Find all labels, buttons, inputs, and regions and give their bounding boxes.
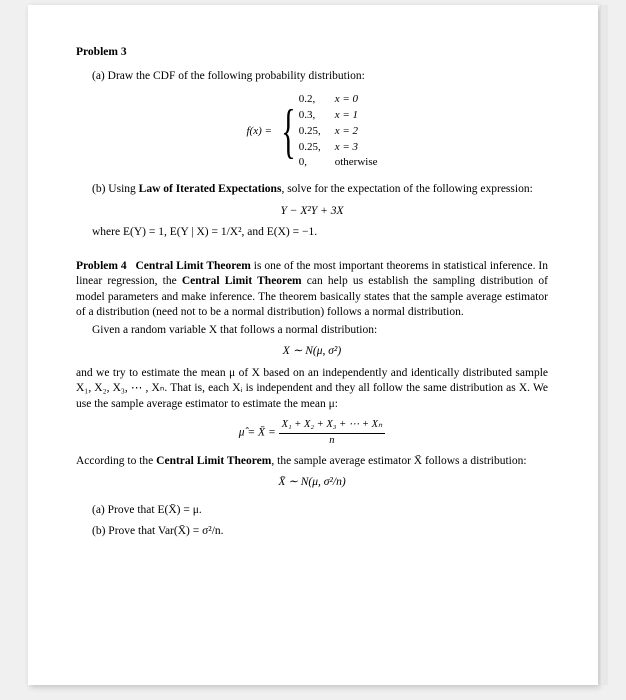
- problem4-part-a: (a) Prove that E(X̄) = μ.: [92, 503, 548, 519]
- eq1: X ∼ N(μ, σ²): [283, 345, 341, 357]
- function-lhs: f(x) =: [246, 124, 271, 139]
- part-b-text: Prove that Var(X̄) = σ²/n.: [108, 525, 223, 537]
- denominator: n: [279, 434, 386, 448]
- part-label: (a): [92, 504, 105, 516]
- spacer: [76, 247, 548, 259]
- problem4-title: Problem 4: [76, 260, 127, 272]
- part-a-text: Prove that E(X̄) = μ.: [108, 504, 202, 516]
- part-label: (b): [92, 183, 105, 195]
- part-label: (a): [92, 70, 105, 82]
- part-b-post: , solve for the expectation of the follo…: [281, 183, 532, 195]
- case-cond: x = 0: [335, 92, 378, 107]
- eq-xbar-dist: X̄ ∼ N(μ, σ²/n): [76, 475, 548, 491]
- fraction: X₁ + X₂ + X₃ + ⋯ + Xₙ n: [279, 418, 386, 447]
- case-val: 0.3,: [299, 108, 321, 123]
- problem4-para4: According to the Central Limit Theorem, …: [76, 454, 548, 470]
- case-cond: x = 3: [335, 140, 378, 155]
- para4-b: , the sample average estimator X̄ follow…: [271, 455, 526, 467]
- para3-text: and we try to estimate the mean μ of X b…: [76, 367, 548, 410]
- case-val: 0,: [299, 155, 321, 170]
- case-val: 0.25,: [299, 124, 321, 139]
- case-cond: x = 2: [335, 124, 378, 139]
- case-cond: otherwise: [335, 155, 378, 170]
- piecewise-function: f(x) = { 0.2, x = 0 0.3, x = 1 0.25, x = 2 …: [76, 92, 548, 170]
- problem4-part-b: (b) Prove that Var(X̄) = σ²/n.: [92, 524, 548, 540]
- problem3-title: Problem 3: [76, 45, 548, 61]
- part-label: (b): [92, 525, 105, 537]
- part-b-bold: Law of Iterated Expectations: [139, 183, 282, 195]
- where-clause: where E(Y) = 1, E(Y | X) = 1/X², and E(X…: [92, 225, 548, 241]
- part-a-text: Draw the CDF of the following probabilit…: [108, 70, 365, 82]
- case-val: 0.2,: [299, 92, 321, 107]
- problem3-part-a: (a) Draw the CDF of the following probab…: [92, 69, 548, 85]
- eq3: X̄ ∼ N(μ, σ²/n): [278, 476, 345, 488]
- numerator: X₁ + X₂ + X₃ + ⋯ + Xₙ: [279, 418, 386, 433]
- problem4-para1: Problem 4 Central Limit Theorem is one o…: [76, 259, 548, 321]
- eq-normal-dist: X ∼ N(μ, σ²): [76, 344, 548, 360]
- document-page: Problem 3 (a) Draw the CDF of the follow…: [28, 5, 598, 685]
- problem3-part-b: (b) Using Law of Iterated Expectations, …: [92, 182, 548, 198]
- part-b-pre: Using: [108, 183, 138, 195]
- expression: Y − X²Y + 3X: [280, 205, 343, 217]
- eq-sample-mean: μ̂ = X̄ = X₁ + X₂ + X₃ + ⋯ + Xₙ n: [76, 418, 548, 447]
- para2-text: Given a random variable X that follows a…: [92, 324, 377, 336]
- clt-bold-2: Central Limit Theorem: [182, 275, 302, 287]
- piecewise-cases: 0.2, x = 0 0.3, x = 1 0.25, x = 2 0.25, x = …: [299, 92, 378, 170]
- clt-bold-3: Central Limit Theorem: [156, 455, 271, 467]
- page-stack-edge: [600, 5, 608, 685]
- problem4-para2: Given a random variable X that follows a…: [76, 323, 548, 339]
- eq2-lhs: μ̂ = X̄ =: [239, 427, 279, 439]
- case-val: 0.25,: [299, 140, 321, 155]
- para4-a: According to the: [76, 455, 156, 467]
- where-text: where E(Y) = 1, E(Y | X) = 1/X², and E(X…: [92, 226, 317, 238]
- case-cond: x = 1: [335, 108, 378, 123]
- clt-bold: Central Limit Theorem: [136, 260, 251, 272]
- left-brace-icon: {: [281, 101, 295, 161]
- expression-eq: Y − X²Y + 3X: [76, 204, 548, 220]
- problem4-para3: and we try to estimate the mean μ of X b…: [76, 366, 548, 413]
